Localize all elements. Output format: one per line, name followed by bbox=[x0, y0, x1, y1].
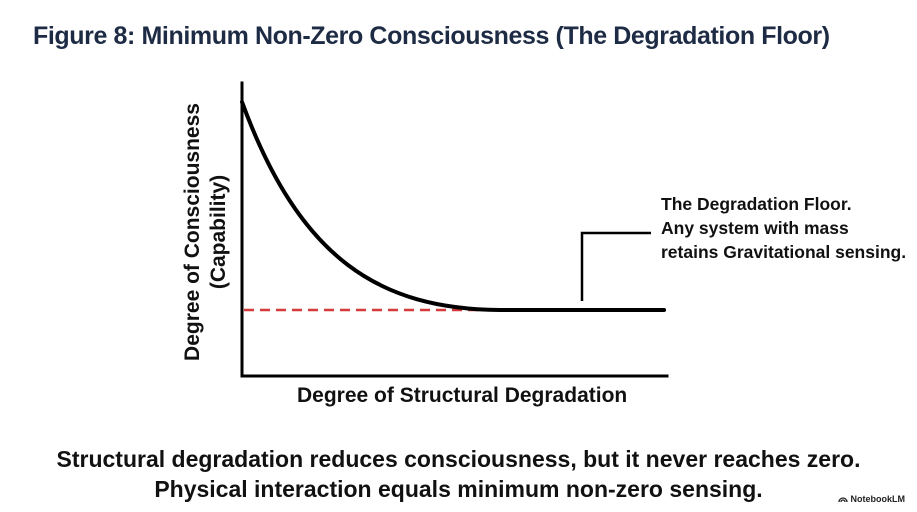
x-axis-label: Degree of Structural Degradation bbox=[297, 384, 628, 407]
figure-caption: Structural degradation reduces conscious… bbox=[0, 444, 917, 504]
caption-line2: Physical interaction equals minimum non-… bbox=[154, 476, 763, 502]
y-axis-label: Degree of Consciousness (Capability) bbox=[180, 103, 232, 361]
annotation-line: Any system with mass bbox=[661, 218, 849, 238]
annotation-line: retains Gravitational sensing. bbox=[661, 242, 907, 262]
notebooklm-logo-icon bbox=[837, 496, 848, 502]
degradation-floor-annotation: The Degradation Floor. Any system with m… bbox=[661, 192, 906, 264]
caption-line1: Structural degradation reduces conscious… bbox=[56, 446, 861, 472]
y-axis-label-line1: Degree of Consciousness bbox=[181, 103, 204, 361]
brand-label: NotebookLM bbox=[850, 494, 906, 504]
brand-watermark: NotebookLM bbox=[837, 494, 906, 504]
figure-title: Figure 8: Minimum Non-Zero Consciousness… bbox=[33, 22, 830, 50]
annotation-leader-line bbox=[580, 231, 651, 301]
y-axis-label-line2: (Capability) bbox=[207, 174, 230, 290]
annotation-line: The Degradation Floor. bbox=[661, 194, 852, 214]
consciousness-curve bbox=[240, 100, 666, 312]
